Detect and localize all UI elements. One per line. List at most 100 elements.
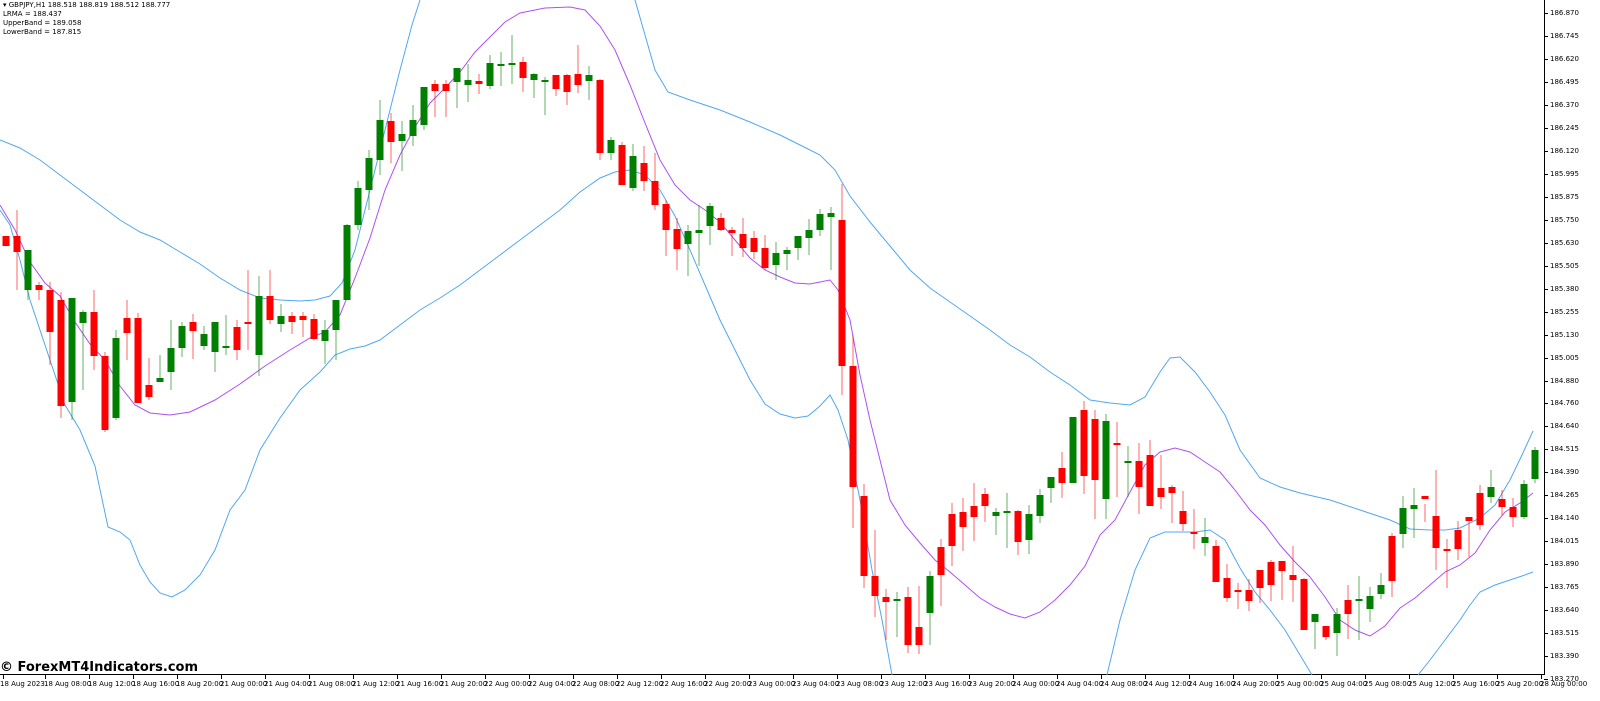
candle-body: [167, 348, 175, 372]
candle-body: [970, 506, 978, 517]
candle-body: [695, 230, 703, 233]
candle-body: [68, 298, 76, 402]
candle-body: [904, 597, 912, 645]
bear-candle: [244, 270, 252, 350]
time-tick: [309, 675, 310, 679]
bull-candle: [497, 52, 505, 86]
price-tick: [1544, 518, 1548, 520]
bull-candle: [1333, 608, 1341, 656]
candle-body: [1003, 511, 1011, 513]
time-tick: [705, 675, 706, 679]
bear-candle: [266, 270, 274, 324]
price-plot[interactable]: [0, 0, 1545, 675]
time-tick: [1013, 675, 1014, 679]
candle-body: [1091, 419, 1099, 480]
candle-body: [431, 84, 439, 91]
bear-candle: [310, 314, 318, 340]
bull-candle: [805, 219, 813, 255]
candle-body: [35, 285, 43, 290]
candle-body: [926, 576, 934, 613]
time-label: 21 Aug 08:00: [308, 680, 356, 688]
collapse-triangle-icon[interactable]: ▾: [3, 1, 7, 9]
candle-body: [134, 318, 142, 403]
price-label: 186.870: [1550, 9, 1579, 17]
candle-body: [486, 63, 494, 86]
candle-body: [530, 74, 538, 80]
price-tick: [1544, 380, 1548, 382]
candle-body: [1025, 514, 1033, 540]
time-label: 25 Aug 04:00: [1320, 680, 1368, 688]
candle-body: [1245, 590, 1253, 601]
bear-candle: [728, 227, 736, 256]
price-tick: [1544, 196, 1548, 198]
bull-candle: [409, 105, 417, 146]
time-tick: [1541, 675, 1542, 679]
bull-candle: [354, 181, 362, 230]
time-label: 21 Aug 20:00: [440, 680, 488, 688]
time-label: 25 Aug 20:00: [1496, 680, 1544, 688]
bear-candle: [882, 589, 890, 640]
price-label: 185.255: [1550, 307, 1579, 316]
bull-candle: [508, 35, 516, 84]
candle-body: [684, 231, 692, 244]
bear-candle: [1014, 510, 1022, 555]
bear-candle: [563, 74, 571, 105]
bull-candle: [255, 276, 263, 376]
time-label: 22 Aug 20:00: [704, 680, 752, 688]
bear-candle: [871, 530, 879, 617]
bull-candle: [211, 322, 219, 372]
candle-body: [761, 248, 769, 268]
bear-candle: [937, 539, 945, 606]
time-label: 23 Aug 16:00: [924, 680, 972, 688]
bear-candle: [1454, 521, 1462, 560]
price-label: 185.750: [1550, 215, 1579, 224]
price-tick: [1544, 242, 1548, 244]
time-label: 21 Aug 16:00: [396, 680, 444, 688]
bull-candle: [1366, 587, 1374, 622]
price-label: 185.995: [1550, 169, 1579, 178]
time-tick: [661, 675, 662, 679]
price-tick: [1544, 449, 1548, 451]
candle-body: [805, 230, 813, 238]
bear-candle: [442, 80, 450, 117]
chart-area[interactable]: [0, 0, 1545, 675]
bull-candle: [541, 77, 549, 115]
candle-body: [13, 236, 21, 252]
bear-candle: [387, 113, 395, 163]
time-tick: [397, 675, 398, 679]
candle-body: [717, 218, 725, 230]
candle-body: [442, 84, 450, 91]
candle-body: [1355, 599, 1363, 601]
price-tick: [1544, 13, 1548, 14]
time-label: 21 Aug 00:00: [220, 680, 268, 688]
bear-candle: [134, 313, 142, 403]
candle-body: [1311, 614, 1319, 622]
candle-body: [541, 80, 549, 82]
bull-candle: [1311, 614, 1319, 649]
bull-candle: [1377, 573, 1385, 599]
candle-body: [915, 627, 923, 645]
time-tick: [1497, 675, 1498, 679]
bear-candle: [46, 282, 54, 365]
bull-candle: [277, 304, 285, 332]
candle-body: [1058, 468, 1066, 483]
bear-candle: [860, 484, 868, 588]
bear-candle: [750, 231, 758, 259]
bear-candle: [1146, 440, 1154, 506]
price-tick: [1544, 81, 1548, 83]
bear-candle: [1179, 491, 1187, 531]
bear-candle: [981, 488, 989, 522]
bear-candle: [1157, 455, 1165, 509]
candle-body: [1223, 578, 1231, 598]
price-tick: [1544, 357, 1548, 359]
time-label: 23 Aug 20:00: [968, 680, 1016, 688]
bull-candle: [464, 64, 472, 102]
time-tick: [45, 675, 46, 679]
time-label: 21 Aug 12:00: [352, 680, 400, 688]
candle-body: [200, 334, 208, 346]
candle-body: [420, 87, 428, 125]
bear-candle: [717, 213, 725, 231]
bear-candle: [57, 292, 65, 418]
time-label: 18 Aug 08:00: [44, 680, 92, 688]
price-tick: [1544, 104, 1548, 106]
